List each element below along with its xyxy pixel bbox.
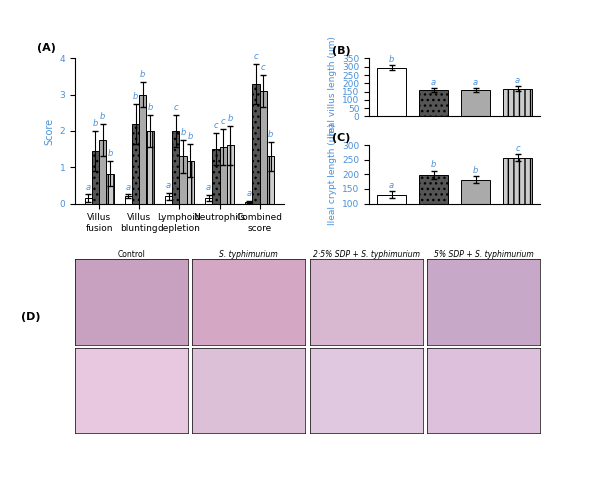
Bar [220,147,227,204]
Text: c: c [214,121,218,130]
Y-axis label: Ileal crypt length (μm): Ileal crypt length (μm) [328,124,337,225]
Bar [377,68,406,116]
Text: c: c [173,103,178,112]
Bar [172,131,179,204]
Text: a: a [473,77,478,87]
Text: (C): (C) [332,133,350,143]
Text: a: a [431,77,436,87]
Bar [267,156,274,204]
Text: c: c [254,52,259,61]
Text: b: b [389,55,394,64]
Bar [245,202,253,204]
Text: b: b [473,166,478,175]
Text: c: c [221,117,226,126]
Text: a: a [246,188,251,198]
Bar [132,124,139,204]
Bar [377,195,406,232]
Text: b: b [107,149,113,158]
Bar [212,149,220,204]
Text: (D): (D) [21,312,41,322]
Y-axis label: Ileal villus length (μm): Ileal villus length (μm) [328,37,337,138]
Text: c: c [261,63,266,72]
Text: b: b [148,103,153,112]
Bar [125,196,132,204]
Bar [106,174,113,204]
Text: b: b [188,132,193,142]
Text: b: b [181,128,185,137]
Title: 2·5% SDP + S. typhimurium: 2·5% SDP + S. typhimurium [313,249,419,259]
Bar [92,151,99,204]
Text: (B): (B) [332,46,350,56]
Text: b: b [133,92,139,101]
Text: a: a [389,181,394,190]
Text: b: b [93,119,98,128]
Title: S. typhimurium: S. typhimurium [220,249,278,259]
Text: b: b [227,113,233,123]
Text: b: b [268,130,273,139]
Text: b: b [100,112,106,121]
Bar [85,198,92,204]
Bar [179,156,187,204]
Text: b: b [431,160,436,169]
Bar [503,89,532,116]
Bar [187,161,194,204]
Bar [227,146,234,204]
Title: Control: Control [118,249,145,259]
Text: a: a [86,183,91,191]
Text: (A): (A) [37,43,56,53]
Text: a: a [515,76,520,85]
Bar [503,158,532,232]
Text: a: a [206,183,211,192]
Title: 5% SDP + S. typhimurium: 5% SDP + S. typhimurium [434,249,533,259]
Text: a: a [126,183,131,191]
Bar [461,90,490,116]
Text: a: a [166,181,171,190]
Bar [461,180,490,232]
Bar [146,131,154,204]
Bar [165,196,172,204]
Bar [419,90,448,116]
Bar [205,198,212,204]
Y-axis label: Score: Score [44,117,54,145]
Bar [260,91,267,204]
Bar [253,84,260,204]
Bar [419,175,448,232]
Text: c: c [515,144,520,153]
Bar [99,140,106,204]
Bar [139,94,146,204]
Text: b: b [140,70,146,79]
